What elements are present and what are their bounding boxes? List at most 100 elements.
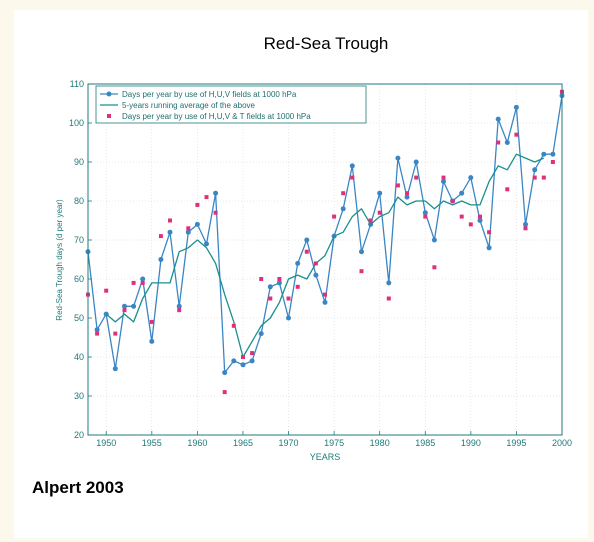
series-3-point <box>104 288 109 293</box>
series-1-point <box>313 272 319 278</box>
series-1-point <box>359 249 364 255</box>
series-1-point <box>286 315 291 321</box>
series-3-point <box>168 218 172 223</box>
series-3-point <box>186 226 191 231</box>
x-axis-label: YEARS <box>310 452 341 462</box>
x-tick-label: 2000 <box>552 438 572 448</box>
series-1-point <box>377 190 383 196</box>
series-1-point <box>486 245 492 251</box>
chart-title: Red-Sea Trough <box>263 34 389 53</box>
series-3-point <box>158 234 163 239</box>
legend-box <box>95 85 367 124</box>
series-3-point <box>514 132 519 137</box>
series-1-point <box>322 299 328 305</box>
series-3-point <box>204 195 209 200</box>
series-3-point <box>222 390 227 395</box>
plot-area-bg <box>88 84 562 435</box>
series-1-point <box>340 206 346 212</box>
x-tick-label: 1960 <box>187 438 207 448</box>
x-tick-label: 1965 <box>233 438 253 448</box>
x-tick-label: 1975 <box>324 438 344 448</box>
y-axis-label: Red-Sea Trough days (d per year) <box>55 199 64 321</box>
series-3-point <box>487 230 492 235</box>
series-3-point <box>395 183 400 188</box>
credit-text: Alpert 2003 <box>32 478 124 497</box>
series-3-point <box>496 140 501 145</box>
series-3-point <box>286 296 291 301</box>
series-1-point <box>158 257 164 262</box>
series-1-point <box>213 190 219 196</box>
series-3-point <box>122 308 127 313</box>
legend-label-series-2: 5-years running average of the above <box>122 101 256 110</box>
series-3-point <box>313 261 318 266</box>
series-3-point <box>140 280 145 285</box>
series-3-point <box>149 319 154 324</box>
series-1-point <box>112 366 118 372</box>
series-3-point <box>441 175 446 180</box>
series-3-point <box>541 175 546 180</box>
series-1-point <box>231 358 237 364</box>
y-tick-label: 80 <box>74 196 84 206</box>
series-3-point <box>359 269 364 274</box>
series-1-point <box>541 151 547 157</box>
series-3-point <box>195 202 200 207</box>
series-2-line <box>105 153 545 358</box>
series-1-point <box>495 116 501 122</box>
series-3-point <box>505 187 510 192</box>
series-3-point <box>432 265 437 270</box>
series-1-point <box>422 210 428 216</box>
series-3-point <box>131 280 136 285</box>
series-1-point <box>240 362 246 368</box>
series-1-point <box>194 221 200 227</box>
series-1-point <box>459 190 465 196</box>
series-3-point <box>377 210 382 215</box>
legend-marker-series-1 <box>106 91 112 97</box>
series-3-point <box>414 175 419 180</box>
series-3-point <box>350 175 355 180</box>
series-3-point <box>532 175 537 180</box>
series-1-point <box>185 229 191 235</box>
series-3-point <box>231 323 236 328</box>
series-1-point <box>94 327 100 333</box>
series-3-point <box>405 191 409 196</box>
series-1-point <box>513 104 519 110</box>
series-3-point <box>550 160 555 164</box>
legend-label-series-1: Days per year by use of H,U,V fields at … <box>122 90 297 99</box>
series-1-point <box>122 303 127 309</box>
legend-label-series-3: Days per year by use of H,U,V & T fields… <box>122 112 311 121</box>
series-3-point <box>368 218 373 223</box>
series-1-point <box>532 167 538 173</box>
series-1-point <box>477 218 483 223</box>
series-3-point <box>423 214 428 219</box>
x-tick-label: 1970 <box>279 438 299 448</box>
series-1-point <box>258 331 264 337</box>
series-1-point <box>249 358 255 364</box>
series-3-point <box>268 296 273 301</box>
x-tick-label: 1985 <box>415 438 435 448</box>
y-tick-label: 20 <box>74 430 84 440</box>
series-3-point <box>213 210 218 215</box>
series-1-point <box>176 303 182 309</box>
x-tick-label: 1950 <box>96 438 116 448</box>
x-tick-label: 1980 <box>370 438 390 448</box>
y-tick-label: 40 <box>74 352 84 362</box>
series-3-point <box>468 222 473 227</box>
series-3-point <box>277 277 282 281</box>
series-3-point <box>459 214 464 219</box>
series-1-point <box>431 237 437 243</box>
series-3-point <box>323 292 327 297</box>
series-1-point <box>295 260 301 266</box>
series-3-point <box>304 249 309 254</box>
y-tick-label: 30 <box>74 391 84 401</box>
series-1-point <box>149 338 155 344</box>
axis-ticks: 1950 1955 1960 1965 1970 1975 1980 1985 1990 1995… <box>69 79 572 448</box>
series-1-point <box>386 280 392 286</box>
x-tick-label: 1995 <box>506 438 526 448</box>
legend: Days per year by use of H,U,V fields at … <box>95 85 367 124</box>
series-1-point <box>404 194 410 200</box>
series-3-point <box>341 191 346 196</box>
series-3-point <box>113 331 118 336</box>
series-1-point <box>267 284 273 290</box>
series-3-point <box>332 214 337 219</box>
